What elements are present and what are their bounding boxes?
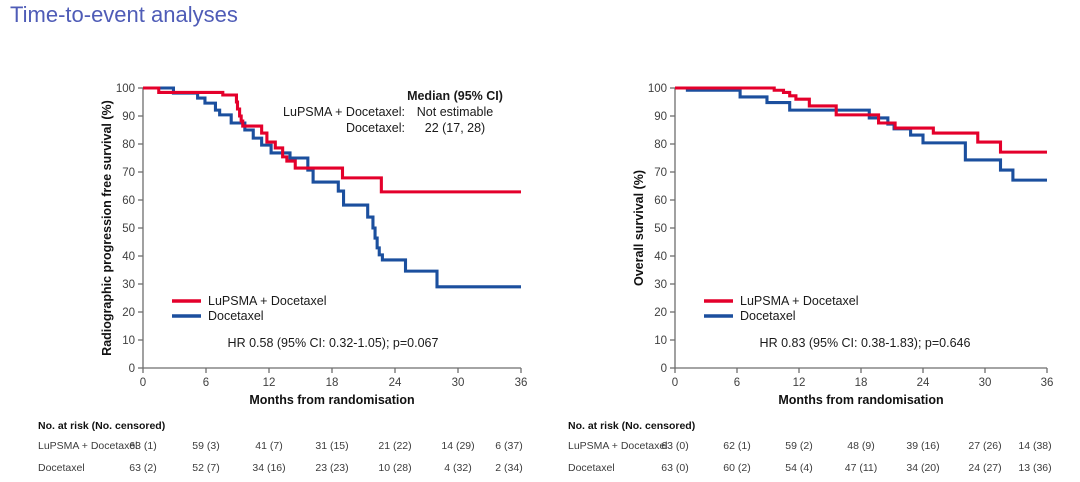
risk-value: 39 (16) (906, 440, 940, 452)
risk-value: 63 (1) (129, 440, 157, 452)
y-axis-title: Overall survival (%) (632, 170, 646, 286)
median-row-value: Not estimable (417, 105, 493, 119)
x-tick-label: 18 (855, 377, 868, 389)
x-tick-label: 12 (793, 377, 806, 389)
x-tick-label: 6 (734, 377, 740, 389)
risk-value: 62 (1) (723, 440, 751, 452)
y-tick-label: 100 (116, 83, 135, 95)
y-tick-label: 20 (654, 307, 667, 319)
km-curve-docetaxel (143, 86, 521, 289)
x-tick-label: 30 (452, 377, 465, 389)
km-curve-docetaxel (675, 86, 1047, 182)
risk-value: 14 (38) (1018, 440, 1052, 452)
risk-value: 27 (26) (968, 440, 1002, 452)
km-chart-rpfs-block: 0 10 20 30 40 50 60 70 80 90 100 0 6 12 18 24 30 36 Months… (0, 70, 540, 482)
x-tick-label: 0 (672, 377, 678, 389)
risk-row-label: Docetaxel (568, 462, 615, 474)
x-tick-label: 36 (1041, 377, 1054, 389)
risk-value: 47 (11) (844, 462, 878, 474)
risk-value: 63 (2) (129, 462, 157, 474)
median-row-label: Docetaxel: (346, 121, 405, 135)
legend-label: Docetaxel (208, 309, 264, 323)
y-tick-label: 50 (654, 223, 667, 235)
km-curve-lupsma-docetaxel (675, 86, 1047, 154)
risk-value: 52 (7) (192, 462, 220, 474)
legend-label: LuPSMA + Docetaxel (740, 294, 858, 308)
x-axis-title: Months from randomisation (249, 393, 414, 407)
km-plot: 0 10 20 30 40 50 60 70 80 90 100 0 6 12 18 24 30 36 Months… (100, 83, 528, 407)
risk-value: 34 (16) (252, 462, 286, 474)
charts-row: 0 10 20 30 40 50 60 70 80 90 100 0 6 12 18 24 30 36 Months… (0, 70, 1080, 482)
hr-annotation: HR 0.83 (95% CI: 0.38-1.83); p=0.646 (760, 336, 971, 350)
risk-value: 54 (4) (785, 462, 813, 474)
km-plot: 0 10 20 30 40 50 60 70 80 90 100 0 6 12 18 24 30 36 Months… (632, 83, 1054, 407)
x-tick-label: 24 (917, 377, 930, 389)
risk-row-label: LuPSMA + Docetaxel (568, 440, 668, 452)
legend-label: LuPSMA + Docetaxel (208, 294, 326, 308)
risk-table-header: No. at risk (No. censored) (38, 420, 166, 432)
y-tick-label: 90 (122, 111, 135, 123)
x-tick-label: 0 (140, 377, 146, 389)
y-tick-label: 40 (122, 251, 135, 263)
risk-value: 48 (9) (847, 440, 875, 452)
y-tick-label: 70 (122, 167, 135, 179)
y-tick-label: 80 (122, 139, 135, 151)
risk-value: 59 (3) (192, 440, 220, 452)
risk-value: 4 (32) (444, 462, 472, 474)
risk-value: 6 (37) (495, 440, 523, 452)
y-tick-label: 10 (122, 335, 135, 347)
median-header: Median (95% CI) (407, 89, 503, 103)
y-tick-label: 50 (122, 223, 135, 235)
y-tick-label: 10 (654, 335, 667, 347)
legend-label: Docetaxel (740, 309, 796, 323)
risk-value: 31 (15) (315, 440, 349, 452)
risk-value: 59 (2) (785, 440, 813, 452)
km-curve-lupsma-docetaxel (143, 86, 521, 194)
x-tick-label: 12 (263, 377, 276, 389)
risk-value: 60 (2) (723, 462, 751, 474)
y-tick-label: 20 (122, 307, 135, 319)
risk-value: 14 (29) (441, 440, 475, 452)
y-tick-label: 70 (654, 167, 667, 179)
y-axis-title: Radiographic progression free survival (… (100, 100, 114, 356)
y-tick-label: 80 (654, 139, 667, 151)
risk-table-header: No. at risk (No. censored) (568, 420, 696, 432)
y-tick-label: 60 (654, 195, 667, 207)
y-tick-label: 90 (654, 111, 667, 123)
risk-value: 24 (27) (968, 462, 1002, 474)
risk-row-label: Docetaxel (38, 462, 85, 474)
y-tick-label: 40 (654, 251, 667, 263)
y-tick-label: 0 (661, 363, 667, 375)
x-tick-label: 36 (515, 377, 528, 389)
y-tick-label: 60 (122, 195, 135, 207)
x-tick-label: 6 (203, 377, 209, 389)
risk-value: 63 (0) (661, 462, 689, 474)
risk-value: 21 (22) (378, 440, 412, 452)
y-tick-label: 100 (648, 83, 667, 95)
risk-value: 41 (7) (255, 440, 283, 452)
x-tick-label: 30 (979, 377, 992, 389)
km-chart-os-block: 0 10 20 30 40 50 60 70 80 90 100 0 6 12 18 24 30 36 Months… (540, 70, 1080, 482)
risk-value: 23 (23) (315, 462, 349, 474)
risk-value: 2 (34) (495, 462, 523, 474)
y-tick-label: 30 (122, 279, 135, 291)
x-axis-title: Months from randomisation (778, 393, 943, 407)
x-tick-label: 18 (326, 377, 339, 389)
x-tick-label: 24 (389, 377, 402, 389)
median-row-value: 22 (17, 28) (425, 121, 485, 135)
hr-annotation: HR 0.58 (95% CI: 0.32-1.05); p=0.067 (228, 336, 439, 350)
y-tick-label: 30 (654, 279, 667, 291)
risk-value: 10 (28) (378, 462, 412, 474)
risk-row-label: LuPSMA + Docetaxel (38, 440, 138, 452)
risk-value: 13 (36) (1018, 462, 1052, 474)
risk-value: 34 (20) (906, 462, 940, 474)
page-title: Time-to-event analyses (10, 2, 238, 27)
median-row-label: LuPSMA + Docetaxel: (283, 105, 405, 119)
risk-value: 63 (0) (661, 440, 689, 452)
y-tick-label: 0 (129, 363, 135, 375)
